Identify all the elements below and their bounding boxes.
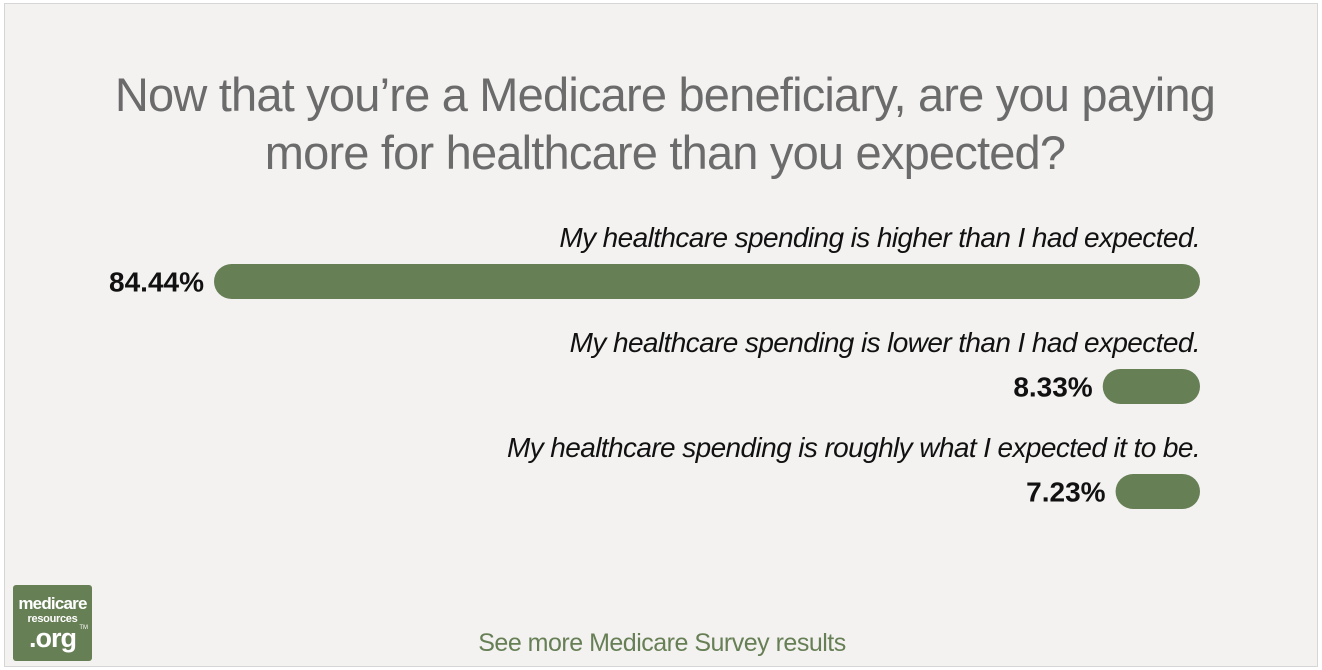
value-label: 84.44% xyxy=(109,267,204,298)
survey-card: Now that you’re a Medicare beneficiary, … xyxy=(4,3,1318,667)
value-label: 8.33% xyxy=(1013,372,1092,403)
logo-text-resources: resources xyxy=(27,613,78,625)
category-label: My healthcare spending is roughly what I… xyxy=(507,432,1200,463)
chart-title: Now that you’re a Medicare beneficiary, … xyxy=(114,68,1216,179)
bar xyxy=(1102,369,1200,404)
category-label: My healthcare spending is lower than I h… xyxy=(570,327,1200,358)
value-label: 7.23% xyxy=(1026,477,1105,508)
bar xyxy=(1115,474,1200,509)
medicareresources-logo[interactable]: medicare resources .org TM xyxy=(13,585,92,661)
logo-text-org: .org xyxy=(29,623,77,653)
logo-trademark: TM xyxy=(79,625,88,631)
category-label: My healthcare spending is higher than I … xyxy=(559,222,1200,253)
bar-chart: My healthcare spending is higher than I … xyxy=(109,222,1201,509)
bar xyxy=(214,264,1200,299)
see-more-results-link[interactable]: See more Medicare Survey results xyxy=(478,629,846,657)
logo-text-medicare: medicare xyxy=(18,594,87,613)
